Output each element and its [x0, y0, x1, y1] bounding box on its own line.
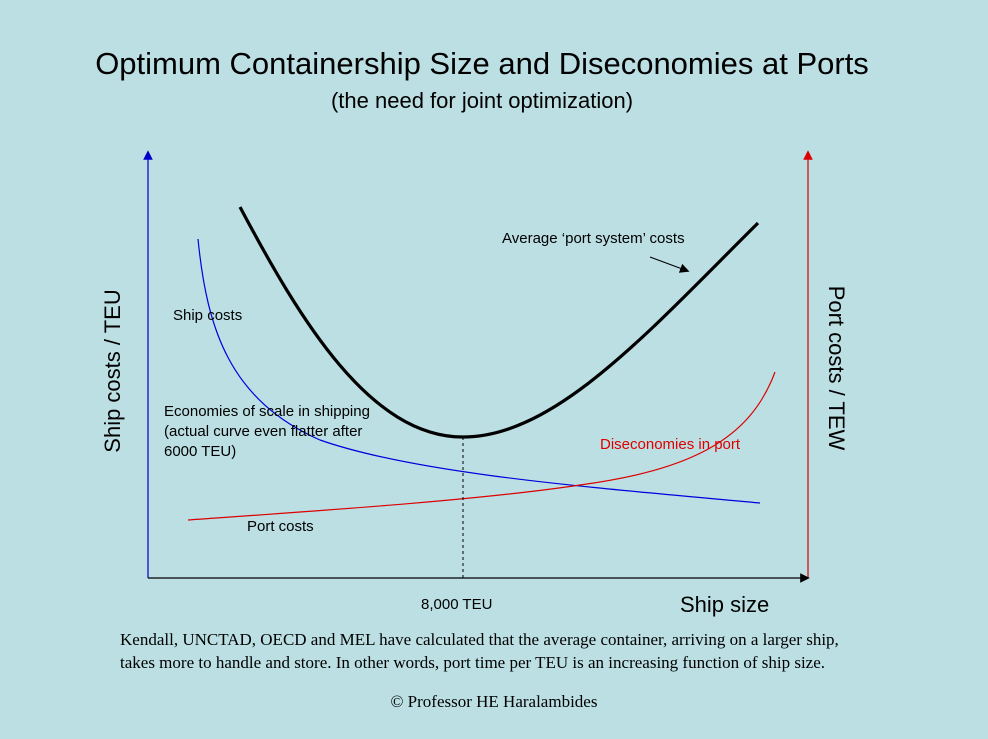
port-cost-label: Port costs [247, 518, 314, 535]
diseconomies-in-port-label: Diseconomies in port [600, 436, 741, 453]
copyright-notice: © Professor HE Haralambides [390, 692, 598, 711]
footnote-text: Kendall, UNCTAD, OECD and MEL have calcu… [120, 630, 839, 672]
ship-cost-axis-label: Ship costs / TEU [100, 289, 125, 453]
optimum-size-label: 8,000 TEU [421, 596, 493, 613]
average-port-system-cost-label: Average ‘port system’ costs [502, 230, 685, 247]
economies-of-scale-label: Economies of scale in shipping (actual c… [164, 403, 370, 460]
ship-size-axis-label: Ship size [680, 592, 770, 617]
slide-title: Optimum Containership Size and Diseconom… [95, 46, 869, 81]
annotation-arrow [649, 256, 690, 273]
average-port-system-cost-curve [238, 206, 760, 439]
slide-subtitle: (the need for joint optimization) [330, 88, 634, 113]
port-cost-axis-label: Port costs / TEW [824, 285, 849, 451]
port-cost-curve [187, 371, 776, 521]
ship-cost-curve [197, 238, 761, 504]
ship-cost-label: Ship costs [173, 307, 243, 324]
